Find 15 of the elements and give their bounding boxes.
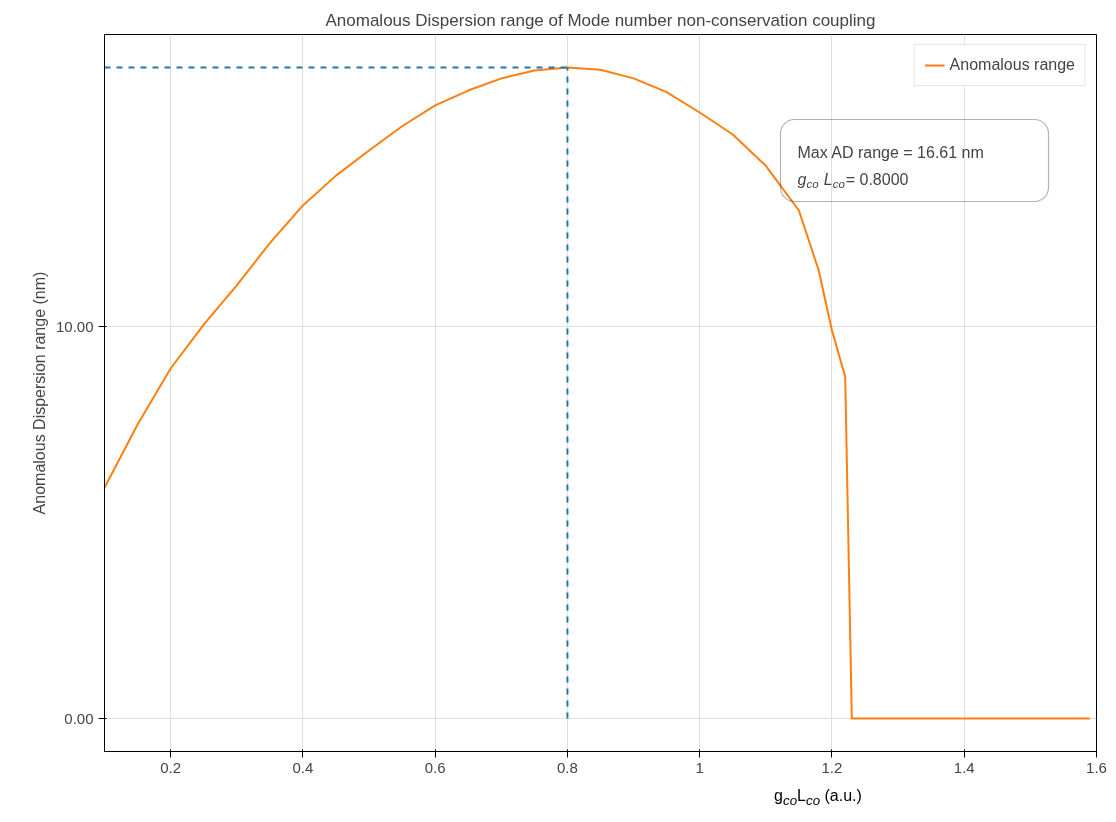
x-tick-label: 0.4 (292, 758, 314, 776)
x-tick-label: 1.2 (821, 758, 843, 776)
x-axis-title: g$_{co}$L$_{co}$ (a.u.) (774, 786, 862, 811)
x-tick-label: 0.8 (557, 758, 578, 776)
legend-label: Anomalous range (949, 56, 1075, 74)
x-tick-label: 0.6 (424, 758, 446, 776)
y-tick-label: 0.00 (64, 709, 94, 727)
y-axis-title: Anomalous Dispersion range (nm) (30, 271, 48, 515)
x-tick-label: 1.6 (1086, 758, 1107, 776)
x-tick-label: 1.4 (953, 758, 975, 776)
y-tick-label: 10.00 (55, 317, 94, 335)
annotation: Max AD range = 16.61 nm (797, 144, 984, 161)
x-tick-label: 1 (695, 758, 704, 776)
x-tick-label: 0.2 (160, 758, 182, 776)
chart-title: Anomalous Dispersion range of Mode number non-conservation coupling (325, 10, 876, 30)
